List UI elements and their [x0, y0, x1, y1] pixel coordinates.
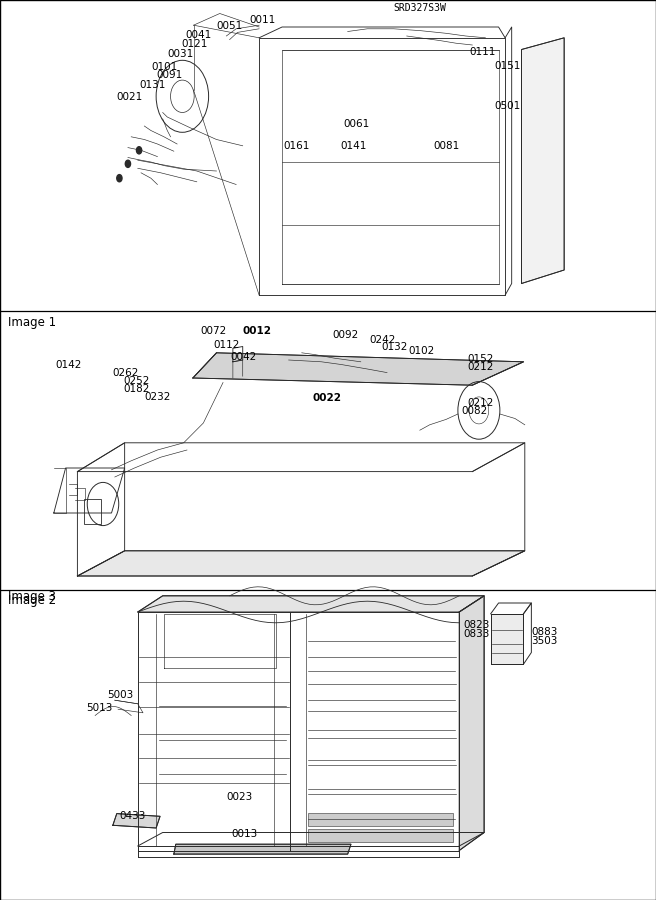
Text: 0102: 0102 — [409, 346, 435, 356]
Text: 0082: 0082 — [462, 406, 488, 417]
Text: 0131: 0131 — [139, 79, 165, 90]
Text: SRD327S3W: SRD327S3W — [394, 3, 447, 13]
Text: 5013: 5013 — [87, 703, 113, 714]
Text: 0012: 0012 — [242, 326, 271, 337]
Polygon shape — [193, 353, 523, 385]
Polygon shape — [459, 596, 484, 850]
Polygon shape — [138, 596, 484, 612]
Text: 0833: 0833 — [463, 628, 489, 639]
Text: 0152: 0152 — [467, 354, 493, 364]
Text: 0023: 0023 — [226, 792, 253, 803]
Text: 0121: 0121 — [181, 39, 207, 50]
Text: 0111: 0111 — [470, 47, 496, 58]
Text: 0011: 0011 — [249, 14, 276, 25]
Text: 0021: 0021 — [117, 92, 143, 103]
Text: 0081: 0081 — [433, 140, 459, 151]
Text: 0141: 0141 — [340, 140, 367, 151]
Text: 0252: 0252 — [123, 375, 150, 386]
Text: 0042: 0042 — [230, 352, 256, 363]
Text: Image 2: Image 2 — [8, 594, 56, 607]
Text: 0242: 0242 — [369, 335, 396, 346]
Text: 3503: 3503 — [531, 635, 558, 646]
FancyBboxPatch shape — [308, 829, 453, 842]
Circle shape — [125, 160, 131, 167]
Polygon shape — [522, 38, 564, 284]
Text: 5003: 5003 — [107, 689, 133, 700]
Text: 0212: 0212 — [467, 362, 493, 373]
Text: 0262: 0262 — [113, 367, 139, 378]
Text: 0212: 0212 — [467, 398, 493, 409]
Text: 0072: 0072 — [201, 326, 227, 337]
Text: 0112: 0112 — [214, 339, 240, 350]
Text: 0161: 0161 — [283, 140, 310, 151]
Text: 0151: 0151 — [495, 60, 521, 71]
Text: 0013: 0013 — [232, 829, 258, 840]
Text: 0031: 0031 — [167, 49, 194, 59]
Text: 0101: 0101 — [151, 61, 177, 72]
Text: 0132: 0132 — [381, 342, 407, 353]
FancyBboxPatch shape — [308, 813, 453, 826]
Text: 0883: 0883 — [531, 626, 558, 637]
Text: 0061: 0061 — [344, 119, 370, 130]
Text: Image 3: Image 3 — [8, 590, 56, 603]
Text: 0182: 0182 — [123, 383, 150, 394]
Polygon shape — [174, 844, 351, 854]
Text: 0433: 0433 — [119, 811, 146, 822]
Text: 0232: 0232 — [144, 392, 171, 402]
Text: 0051: 0051 — [216, 21, 243, 32]
Polygon shape — [491, 614, 523, 664]
Text: Image 1: Image 1 — [8, 316, 56, 328]
Text: 0092: 0092 — [332, 329, 358, 340]
Polygon shape — [77, 551, 525, 576]
Text: 0041: 0041 — [185, 30, 211, 40]
Circle shape — [117, 175, 122, 182]
Text: 0823: 0823 — [463, 619, 489, 630]
Circle shape — [136, 147, 142, 154]
Text: 0501: 0501 — [495, 101, 521, 112]
Text: 0091: 0091 — [156, 69, 182, 80]
Text: 0022: 0022 — [312, 392, 341, 403]
Polygon shape — [113, 814, 160, 828]
Text: 0142: 0142 — [56, 360, 82, 371]
